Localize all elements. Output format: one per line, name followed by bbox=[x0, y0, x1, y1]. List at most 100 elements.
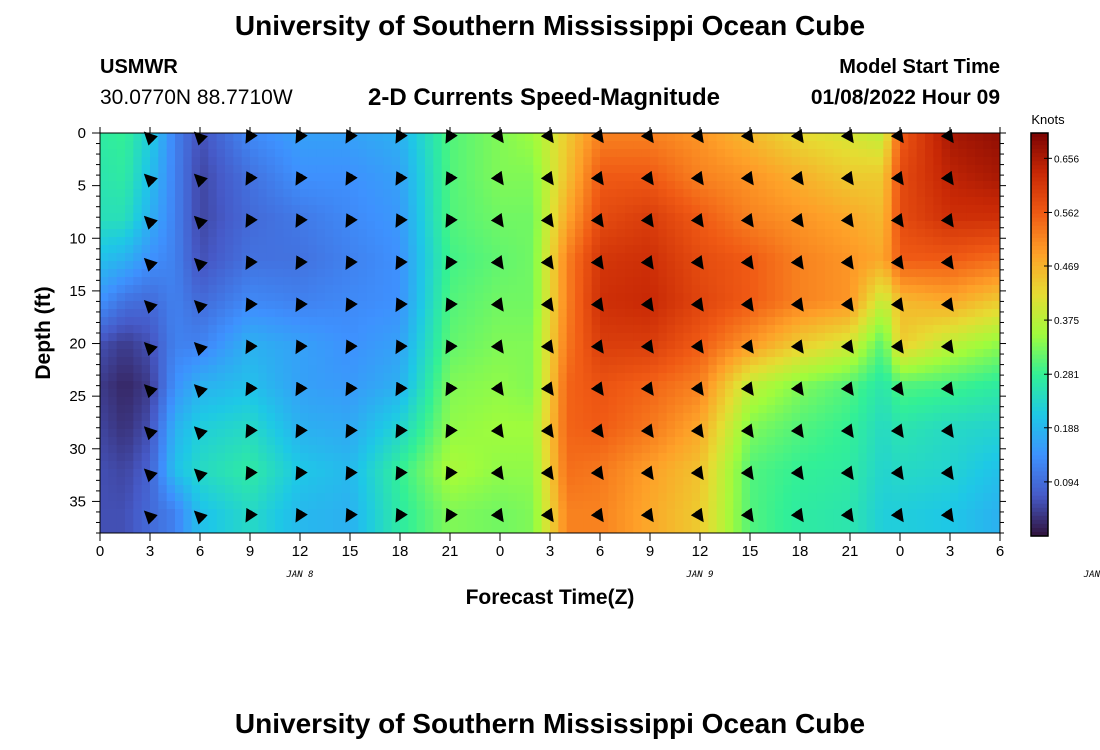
heatmap-cell bbox=[725, 229, 734, 238]
heatmap-cell bbox=[683, 469, 693, 478]
heatmap-cell bbox=[541, 141, 551, 150]
heatmap-cell bbox=[816, 349, 826, 358]
heatmap-cell bbox=[408, 509, 418, 518]
heatmap-cell bbox=[858, 149, 868, 158]
heatmap-cell bbox=[125, 357, 134, 366]
heatmap-cell bbox=[925, 461, 934, 470]
heatmap-cell bbox=[866, 229, 876, 238]
heatmap-cell bbox=[583, 373, 593, 382]
heatmap-cell bbox=[316, 373, 326, 382]
heatmap-cell bbox=[350, 325, 359, 334]
heatmap-cell bbox=[508, 421, 518, 430]
heatmap-cell bbox=[600, 357, 609, 366]
heatmap-cell bbox=[733, 309, 743, 318]
heatmap-cell bbox=[641, 293, 651, 302]
heatmap-cell bbox=[875, 317, 884, 326]
heatmap-cell bbox=[766, 157, 776, 166]
heatmap-cell bbox=[708, 501, 718, 510]
heatmap-cell bbox=[525, 405, 534, 414]
heatmap-cell bbox=[850, 205, 859, 214]
heatmap-cell bbox=[691, 149, 701, 158]
heatmap-cell bbox=[350, 157, 359, 166]
heatmap-cell bbox=[400, 477, 409, 486]
heatmap-cell bbox=[416, 413, 426, 422]
heatmap-cell bbox=[908, 133, 918, 142]
heatmap-cell bbox=[866, 429, 876, 438]
heatmap-cell bbox=[475, 373, 484, 382]
heatmap-cell bbox=[350, 317, 359, 326]
heatmap-cell bbox=[650, 453, 659, 462]
heatmap-cell bbox=[208, 285, 218, 294]
heatmap-cell bbox=[233, 525, 243, 533]
heatmap-cell bbox=[225, 365, 234, 374]
heatmap-cell bbox=[100, 469, 109, 478]
heatmap-cell bbox=[283, 437, 293, 446]
heatmap-cell bbox=[733, 253, 743, 262]
heatmap-cell bbox=[866, 165, 876, 174]
heatmap-cell bbox=[216, 373, 226, 382]
heatmap-cell bbox=[100, 413, 109, 422]
heatmap-cell bbox=[308, 373, 318, 382]
heatmap-cell bbox=[183, 277, 193, 286]
heatmap-cell bbox=[683, 477, 693, 486]
heatmap-cell bbox=[533, 245, 543, 254]
heatmap-cell bbox=[425, 445, 434, 454]
heatmap-cell bbox=[675, 341, 684, 350]
heatmap-cell bbox=[391, 149, 401, 158]
heatmap-cell bbox=[666, 221, 676, 230]
heatmap-cell bbox=[683, 389, 693, 398]
heatmap-cell bbox=[608, 429, 618, 438]
heatmap-cell bbox=[233, 213, 243, 222]
heatmap-cell bbox=[283, 485, 293, 494]
heatmap-cell bbox=[325, 213, 334, 222]
heatmap-cell bbox=[208, 133, 218, 142]
heatmap-cell bbox=[558, 389, 568, 398]
heatmap-cell bbox=[716, 197, 726, 206]
heatmap-cell bbox=[158, 157, 168, 166]
heatmap-cell bbox=[575, 493, 584, 502]
heatmap-cell bbox=[325, 229, 334, 238]
heatmap-cell bbox=[783, 293, 793, 302]
heatmap-cell bbox=[358, 293, 368, 302]
heatmap-cell bbox=[383, 309, 393, 318]
heatmap-cell bbox=[716, 269, 726, 278]
heatmap-cell bbox=[208, 229, 218, 238]
heatmap-cell bbox=[433, 301, 443, 310]
heatmap-cell bbox=[425, 197, 434, 206]
heatmap-cell bbox=[233, 397, 243, 406]
heatmap-cell bbox=[766, 229, 776, 238]
heatmap-cell bbox=[633, 381, 643, 390]
heatmap-cell bbox=[708, 285, 718, 294]
heatmap-cell bbox=[516, 421, 526, 430]
heatmap-cell bbox=[625, 157, 634, 166]
heatmap-cell bbox=[458, 509, 468, 518]
heatmap-cell bbox=[733, 221, 743, 230]
heatmap-cell bbox=[533, 493, 543, 502]
heatmap-cell bbox=[108, 325, 118, 334]
heatmap-cell bbox=[308, 253, 318, 262]
heatmap-cell bbox=[175, 205, 184, 214]
heatmap-cell bbox=[825, 437, 834, 446]
heatmap-cell bbox=[908, 397, 918, 406]
heatmap-cell bbox=[475, 261, 484, 270]
heatmap-cell bbox=[175, 165, 184, 174]
heatmap-cell bbox=[566, 421, 576, 430]
heatmap-cell bbox=[116, 349, 126, 358]
heatmap-cell bbox=[725, 149, 734, 158]
heatmap-cell bbox=[191, 501, 201, 510]
heatmap-cell bbox=[500, 237, 509, 246]
heatmap-cell bbox=[183, 197, 193, 206]
heatmap-cell bbox=[650, 517, 659, 526]
heatmap-cell bbox=[841, 365, 851, 374]
heatmap-cell bbox=[341, 333, 351, 342]
heatmap-cell bbox=[808, 509, 818, 518]
heatmap-cell bbox=[650, 325, 659, 334]
heatmap-cell bbox=[883, 357, 893, 366]
heatmap-cell bbox=[116, 397, 126, 406]
heatmap-cell bbox=[258, 421, 268, 430]
heatmap-cell bbox=[550, 237, 559, 246]
heatmap-cell bbox=[700, 237, 709, 246]
heatmap-cell bbox=[308, 149, 318, 158]
heatmap-cell bbox=[133, 501, 143, 510]
heatmap-cell bbox=[258, 477, 268, 486]
